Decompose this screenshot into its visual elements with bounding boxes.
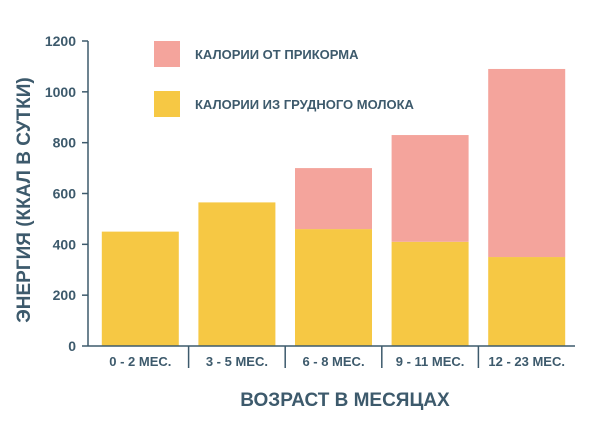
bar-breastmilk-4 <box>488 257 566 346</box>
legend-label-complementary: КАЛОРИИ ОТ ПРИКОРМА <box>195 47 359 62</box>
legend-swatch-complementary <box>154 41 180 67</box>
bar-complementary-2 <box>295 168 372 230</box>
legend: КАЛОРИИ ОТ ПРИКОРМА КАЛОРИИ ИЗ ГРУДНОГО … <box>154 41 415 117</box>
bar-breastmilk-0 <box>101 231 179 346</box>
bar-complementary-4 <box>488 68 566 258</box>
y-tick-label-2: 400 <box>53 236 77 252</box>
y-tick-label-0: 0 <box>68 338 76 354</box>
y-tick-label-4: 800 <box>53 135 77 151</box>
x-tick-label-2: 6 - 8 МЕС. <box>302 354 364 369</box>
x-axis-title: ВОЗРАСТ В МЕСЯЦАХ <box>240 390 450 411</box>
y-tick-label-5: 1000 <box>45 84 76 100</box>
y-tick-label-3: 600 <box>53 186 77 202</box>
x-tick-label-3: 9 - 11 МЕС. <box>396 354 465 369</box>
x-tick-label-4: 12 - 23 МЕС. <box>488 354 565 369</box>
bar-complementary-3 <box>391 135 469 242</box>
bars-group <box>101 68 566 346</box>
x-tick-label-1: 3 - 5 МЕС. <box>206 354 268 369</box>
bar-breastmilk-1 <box>198 202 276 346</box>
bar-breastmilk-2 <box>295 229 372 346</box>
legend-label-breastmilk: КАЛОРИИ ИЗ ГРУДНОГО МОЛОКА <box>195 97 415 112</box>
y-axis-title: ЭНЕРГИЯ (ККАЛ В СУТКИ) <box>14 77 35 323</box>
legend-swatch-breastmilk <box>154 91 180 117</box>
bar-breastmilk-3 <box>391 241 469 346</box>
y-tick-label-1: 200 <box>53 287 77 303</box>
x-tick-label-0: 0 - 2 МЕС. <box>109 354 171 369</box>
axes-group: 0 - 2 МЕС. 3 - 5 МЕС. 6 - 8 МЕС. 9 - 11 МЕС… <box>45 33 575 369</box>
y-tick-label-6: 1200 <box>45 33 76 49</box>
